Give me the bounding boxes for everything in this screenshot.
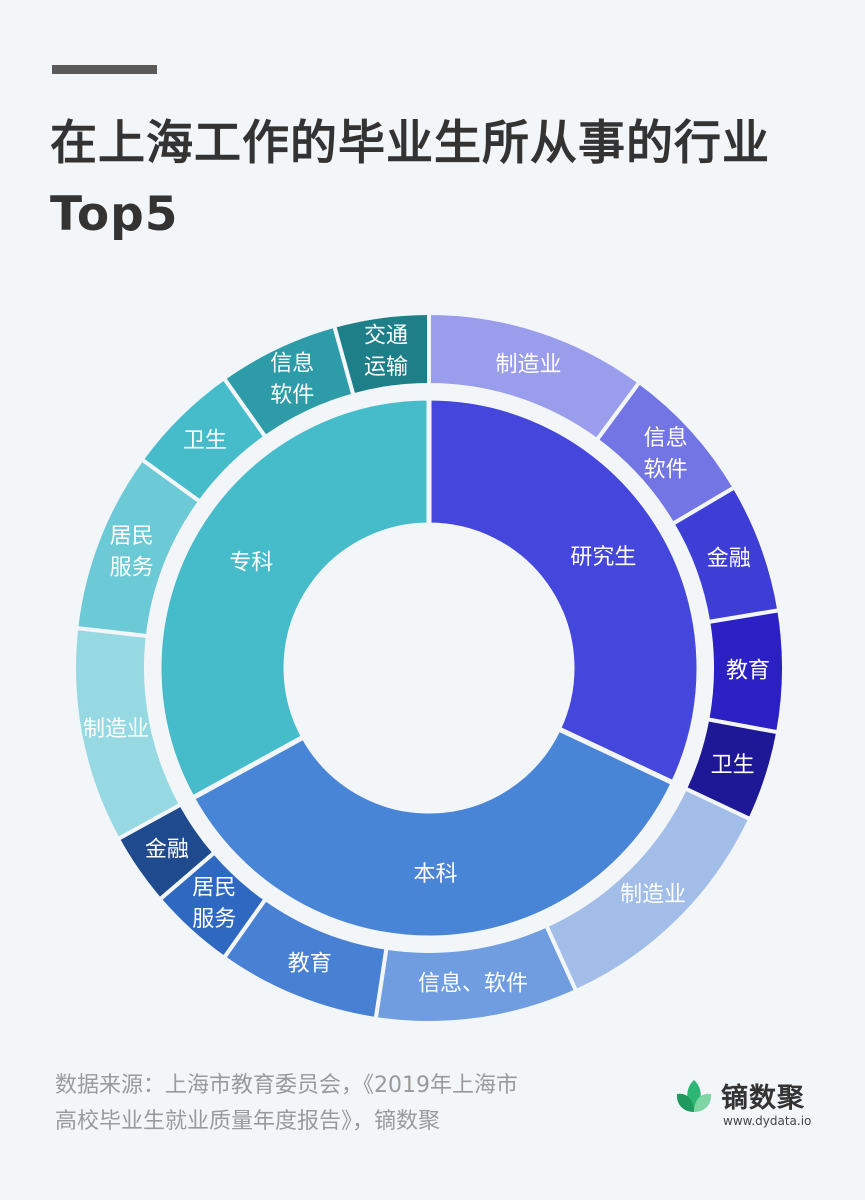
logo-name: 镝数聚	[721, 1083, 805, 1114]
outer-segment-label-3-5-line-2: 运输	[364, 355, 408, 380]
inner-segment-label-1: 研究生	[570, 545, 636, 570]
inner-segment-label-2: 本科	[413, 862, 457, 887]
inner-segment-2	[188, 725, 677, 941]
outer-segment-label-3-2-line-2: 服务	[110, 556, 154, 581]
inner-segment-3	[156, 395, 432, 802]
brand-logo: 镝数聚 www.dydata.io	[672, 1074, 832, 1134]
outer-segment-label-1-1: 制造业	[496, 352, 562, 377]
outer-segment-label-3-3: 卫生	[183, 429, 227, 454]
data-source: 数据来源：上海市教育委员会，《2019年上海市 高校毕业生就业质量年度报告》，镝…	[55, 1068, 615, 1140]
outer-segment-label-3-5-line-1: 交通	[364, 324, 408, 349]
outer-segment-label-1-4: 教育	[726, 659, 770, 684]
outer-segment-label-1-2-line-1: 信息	[644, 426, 688, 451]
logo-url: www.dydata.io	[723, 1114, 812, 1128]
inner-segment-label-3: 专科	[229, 550, 273, 575]
source-line-1: 数据来源：上海市教育委员会，《2019年上海市	[55, 1073, 518, 1098]
outer-segment-label-3-4-line-1: 信息	[270, 352, 314, 377]
leaf-logo-icon	[676, 1080, 712, 1112]
outer-segment-label-2-3: 教育	[288, 951, 332, 976]
outer-segment-label-1-5: 卫生	[711, 753, 755, 778]
outer-segment-label-3-4-line-2: 软件	[270, 383, 314, 408]
outer-segment-label-2-1: 制造业	[620, 882, 686, 907]
page-title: 在上海工作的毕业生所从事的行业Top5	[50, 116, 770, 242]
inner-segment-1	[426, 395, 702, 787]
outer-segment-label-2-4-line-2: 服务	[192, 907, 236, 932]
outer-segment-label-2-4-line-1: 居民	[192, 876, 236, 901]
source-line-2: 高校毕业生就业质量年度报告》，镝数聚	[55, 1109, 441, 1134]
outer-segment-label-1-2-line-2: 软件	[644, 457, 688, 482]
outer-segment-label-3-2-line-1: 居民	[110, 524, 154, 549]
outer-segment-label-3-1: 制造业	[83, 717, 149, 742]
outer-segment-label-1-3: 金融	[707, 547, 751, 572]
title-accent-bar	[52, 65, 157, 74]
outer-segment-label-2-5: 金融	[145, 837, 189, 862]
outer-segment-label-2-2: 信息、软件	[418, 971, 528, 996]
outer-segment-3-5	[331, 310, 431, 398]
